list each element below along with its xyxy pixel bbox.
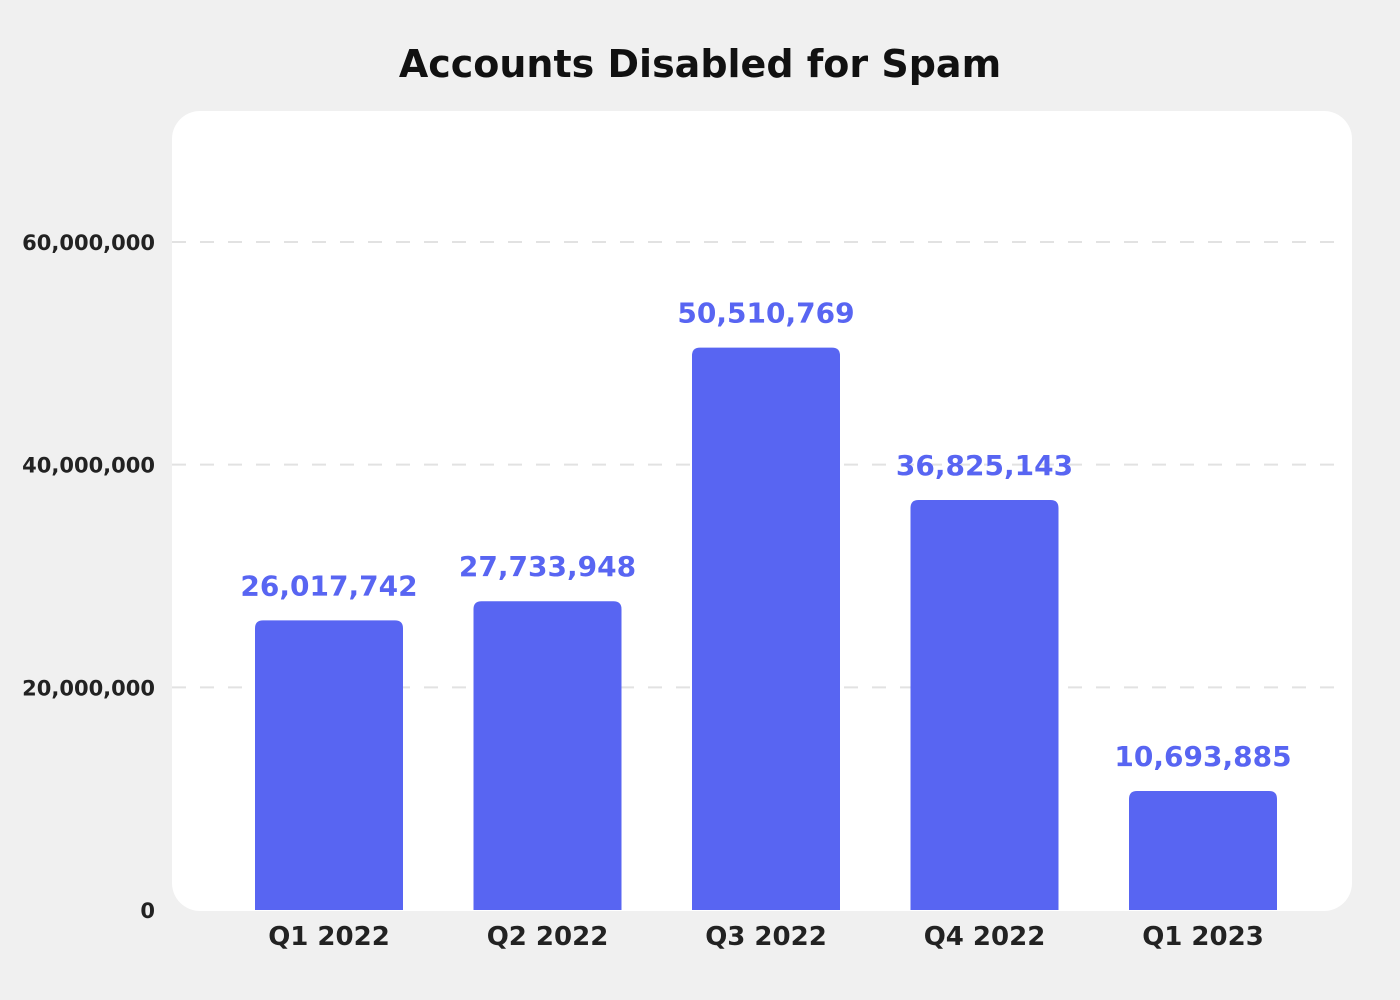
bar	[255, 620, 403, 910]
y-tick-label: 0	[140, 899, 155, 923]
x-tick-label: Q4 2022	[924, 922, 1046, 952]
y-tick-label: 40,000,000	[22, 454, 155, 478]
y-tick-label: 20,000,000	[22, 676, 155, 700]
data-label: 36,825,143	[896, 449, 1073, 482]
y-axis-ticks: 0 20,000,000 40,000,000 60,000,000	[22, 231, 155, 923]
x-tick-label: Q2 2022	[487, 922, 609, 952]
data-label: 26,017,742	[240, 569, 417, 602]
data-label: 50,510,769	[677, 297, 854, 330]
bars	[255, 347, 1277, 911]
bar	[692, 347, 840, 911]
data-label: 10,693,885	[1114, 740, 1291, 773]
x-tick-label: Q3 2022	[705, 922, 827, 952]
bar	[910, 500, 1059, 910]
data-labels: 26,017,742 27,733,948 50,510,769 36,825,143…	[240, 297, 1291, 773]
bar	[1129, 790, 1277, 910]
x-axis-ticks: Q1 2022 Q2 2022 Q3 2022 Q4 2022 Q1 2023	[268, 922, 1264, 952]
bar	[473, 601, 622, 910]
x-tick-label: Q1 2022	[268, 922, 390, 952]
chart-title: Accounts Disabled for Spam	[398, 42, 1002, 86]
y-tick-label: 60,000,000	[22, 231, 155, 255]
data-label: 27,733,948	[459, 550, 636, 583]
x-tick-label: Q1 2023	[1142, 922, 1264, 952]
